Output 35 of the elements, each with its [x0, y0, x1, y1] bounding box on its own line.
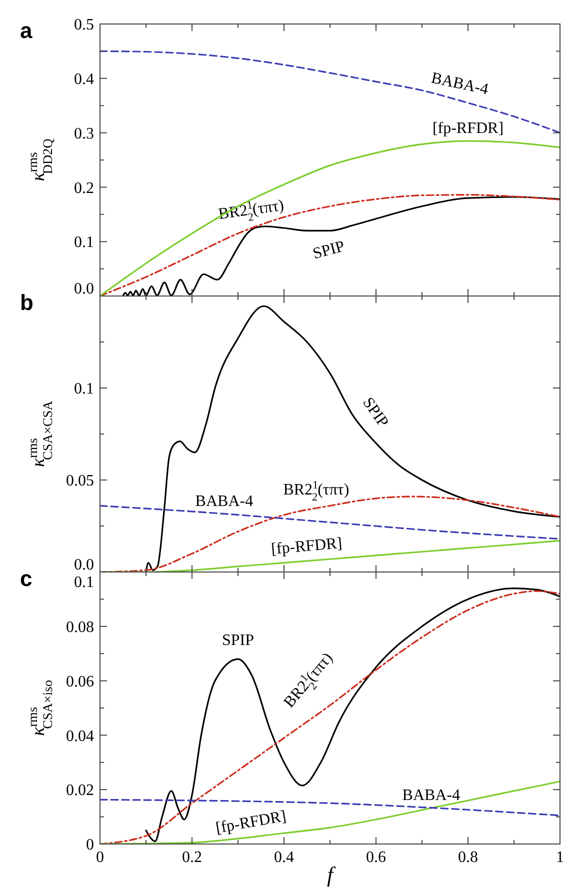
- y-tick-label: 0.2: [74, 180, 94, 197]
- y-tick-label: 0.06: [66, 673, 94, 690]
- y-tick-label: 0.04: [66, 728, 94, 745]
- series-label: BABA-4: [402, 786, 460, 804]
- y-tick-label: 0: [86, 836, 94, 854]
- series-label: [fp-RFDR]: [270, 534, 343, 558]
- x-tick-label: 1: [556, 849, 564, 866]
- x-tick-label: 0.6: [366, 849, 386, 866]
- text: [fp-RFDR]: [214, 808, 288, 838]
- y-tick-label: 0.1: [74, 574, 94, 592]
- y-tick-label: 0.0: [74, 280, 94, 298]
- x-tick-label: 0.2: [182, 849, 202, 866]
- x-tick-label: 0.8: [458, 849, 478, 866]
- y-tick-label: 0.5: [74, 16, 94, 34]
- x-tick-label: 0.4: [274, 849, 294, 866]
- chart-title: a: [20, 18, 33, 43]
- y-tick-label: 0.4: [74, 71, 94, 88]
- series-label: BR2$^{1}$$_{2}$(τπτ): [283, 480, 350, 504]
- series-label: [fp-RFDR]: [432, 120, 504, 137]
- y-tick-label: 0.1: [74, 380, 94, 398]
- y-tick-label: 0.08: [66, 619, 94, 636]
- series-label: BABA-4: [195, 492, 254, 510]
- chart-title: b: [20, 290, 34, 315]
- series-label: SPIP: [222, 632, 254, 650]
- y-tick-label: 0.05: [66, 472, 94, 490]
- x-axis-title: f: [326, 862, 336, 887]
- y-tick-label: 0.3: [74, 125, 94, 142]
- y-tick-label: 0.02: [66, 782, 94, 800]
- y-tick-label: 0.1: [74, 234, 94, 252]
- y-tick-label: 0.0: [74, 556, 94, 574]
- line-series: [100, 780, 560, 844]
- text: SPIP: [311, 238, 347, 263]
- line-series: [100, 140, 560, 296]
- chart-title: c: [20, 566, 32, 591]
- text: BABA-4: [430, 70, 490, 98]
